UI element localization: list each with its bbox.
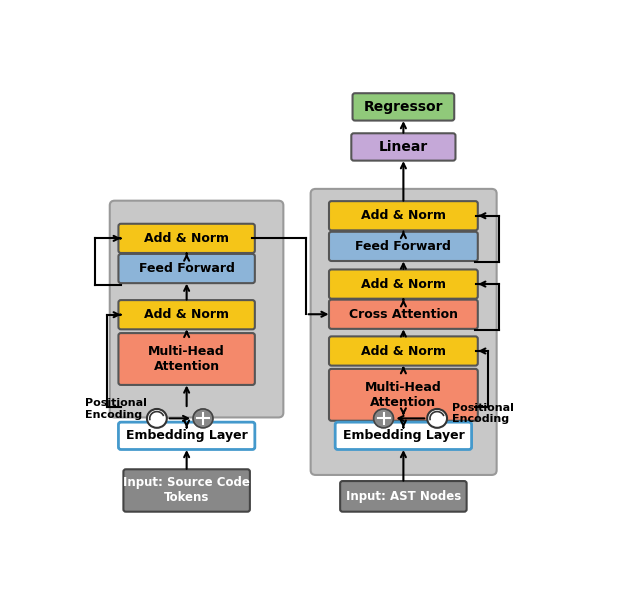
Text: Multi-Head
Attention: Multi-Head Attention [365,381,442,409]
Text: Embedding Layer: Embedding Layer [342,430,464,442]
Text: Feed Forward: Feed Forward [355,240,451,253]
Text: Input: Source Code
Tokens: Input: Source Code Tokens [124,477,250,504]
FancyBboxPatch shape [329,232,478,261]
Circle shape [428,409,447,428]
Circle shape [374,409,394,428]
FancyBboxPatch shape [353,93,454,121]
FancyBboxPatch shape [118,422,255,449]
Text: Input: AST Nodes: Input: AST Nodes [346,490,461,503]
FancyBboxPatch shape [124,469,250,512]
FancyBboxPatch shape [110,201,284,417]
FancyBboxPatch shape [340,481,467,512]
FancyBboxPatch shape [335,422,472,449]
FancyBboxPatch shape [310,189,497,475]
FancyBboxPatch shape [118,224,255,253]
FancyBboxPatch shape [329,300,478,329]
Text: Linear: Linear [379,140,428,154]
FancyBboxPatch shape [329,269,478,299]
FancyBboxPatch shape [329,369,478,420]
FancyBboxPatch shape [118,254,255,283]
Text: Add & Norm: Add & Norm [144,308,229,321]
Text: Positional
Encoding: Positional Encoding [85,398,147,420]
Text: Add & Norm: Add & Norm [361,278,446,291]
FancyBboxPatch shape [329,337,478,365]
Text: Multi-Head
Attention: Multi-Head Attention [148,345,225,373]
FancyBboxPatch shape [118,333,255,385]
FancyBboxPatch shape [118,300,255,329]
Text: Add & Norm: Add & Norm [144,232,229,245]
Text: Add & Norm: Add & Norm [361,209,446,222]
Text: Add & Norm: Add & Norm [361,345,446,357]
FancyBboxPatch shape [351,133,456,160]
Text: Cross Attention: Cross Attention [349,308,458,321]
Circle shape [193,409,213,428]
Circle shape [147,409,167,428]
Text: Regressor: Regressor [364,100,443,114]
FancyBboxPatch shape [329,201,478,230]
Text: Positional
Encoding: Positional Encoding [452,403,514,425]
Text: Embedding Layer: Embedding Layer [126,430,248,442]
Text: Feed Forward: Feed Forward [139,262,235,275]
